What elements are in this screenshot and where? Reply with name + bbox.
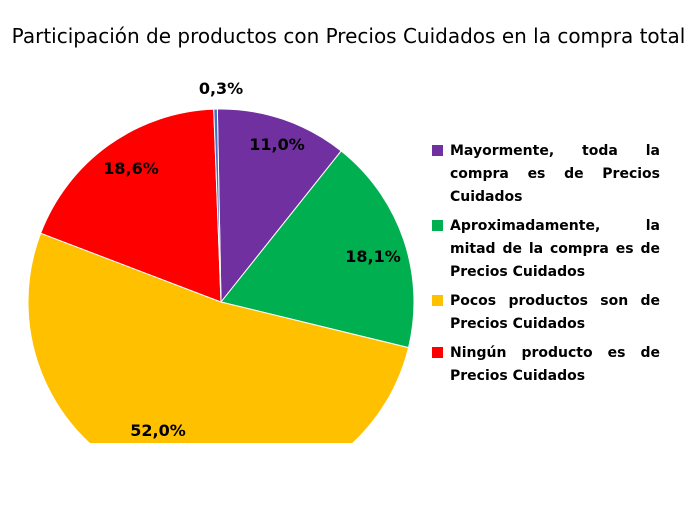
chart-title: Participación de productos con Precios C… [11,24,686,48]
slice-value-label-5: 0,3% [199,79,243,98]
slice-value-label-1: 11,0% [249,135,305,154]
pie-slice-4 [40,108,222,303]
legend: Mayormente, toda la compra es de Precios… [432,140,660,394]
pie-slice-5 [213,108,222,303]
legend-swatch [432,347,443,358]
legend-item: Ningún producto es de Precios Cuidados [432,342,660,388]
slice-value-label-2: 18,1% [345,247,401,266]
legend-item: Aproximadamente, la mitad de la compra e… [432,215,660,284]
legend-swatch [432,295,443,306]
pie-slice-2 [220,150,415,349]
slice-value-label-4: 18,6% [103,159,159,178]
pie-slice-1 [216,108,342,304]
legend-label: Pocos productos son de Precios Cuidados [450,293,660,332]
pie-slice-3 [27,232,410,443]
legend-item: Mayormente, toda la compra es de Precios… [432,140,660,209]
legend-label: Aproximadamente, la mitad de la compra e… [450,218,660,280]
legend-swatch [432,145,443,156]
legend-label: Mayormente, toda la compra es de Precios… [450,143,660,205]
legend-label: Ningún producto es de Precios Cuidados [450,345,660,384]
slice-value-label-3: 52,0% [130,421,186,440]
legend-item: Pocos productos son de Precios Cuidados [432,290,660,336]
legend-swatch [432,220,443,231]
